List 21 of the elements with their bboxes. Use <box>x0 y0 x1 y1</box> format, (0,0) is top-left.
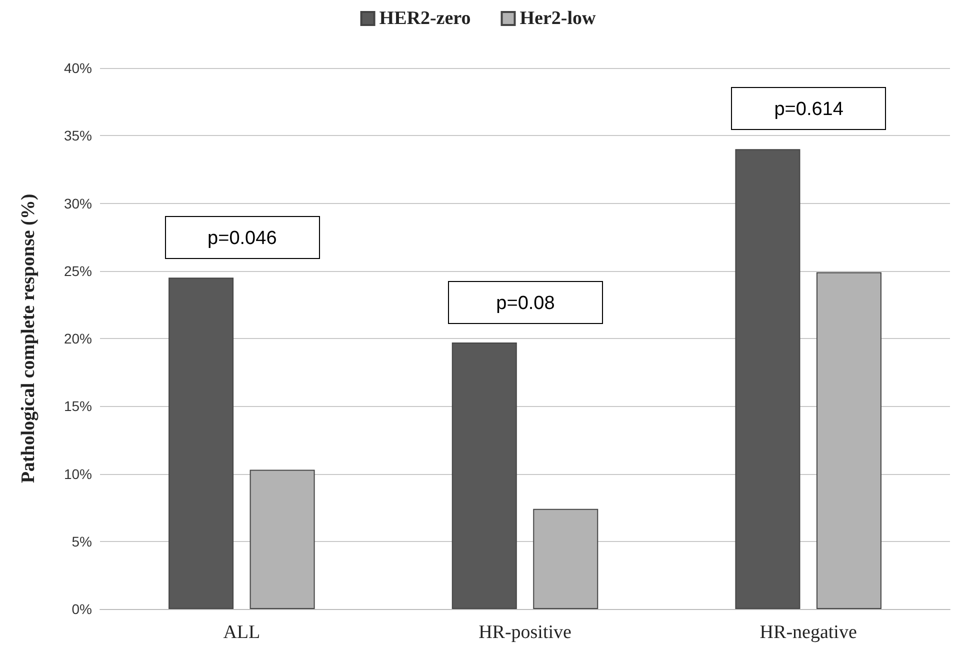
legend-label: Her2-low <box>520 8 596 29</box>
text-box: p=0.046 <box>164 216 320 259</box>
bar <box>735 149 800 609</box>
y-tick-label: 25% <box>64 262 92 279</box>
bar <box>452 342 517 609</box>
bar <box>168 278 234 609</box>
text-box: p=0.08 <box>448 280 603 324</box>
x-tick-label: ALL <box>223 622 260 643</box>
y-tick-label: 30% <box>64 195 92 212</box>
y-tick-label: 15% <box>64 398 92 414</box>
y-tick-label: 20% <box>64 330 92 346</box>
y-tick-label: 35% <box>64 128 92 144</box>
x-tick-label: HR-positive <box>478 622 572 643</box>
y-axis-title: Pathological complete response (%) <box>18 194 39 484</box>
y-tick-label: 0% <box>72 601 92 617</box>
text-box: p=0.614 <box>731 87 886 130</box>
legend-label: HER2-zero <box>379 8 471 29</box>
x-tick-label: HR-negative <box>760 622 857 643</box>
y-tick-label: 5% <box>72 533 92 550</box>
y-tick-label: 40% <box>64 60 92 76</box>
y-tick-label: 10% <box>64 466 92 482</box>
